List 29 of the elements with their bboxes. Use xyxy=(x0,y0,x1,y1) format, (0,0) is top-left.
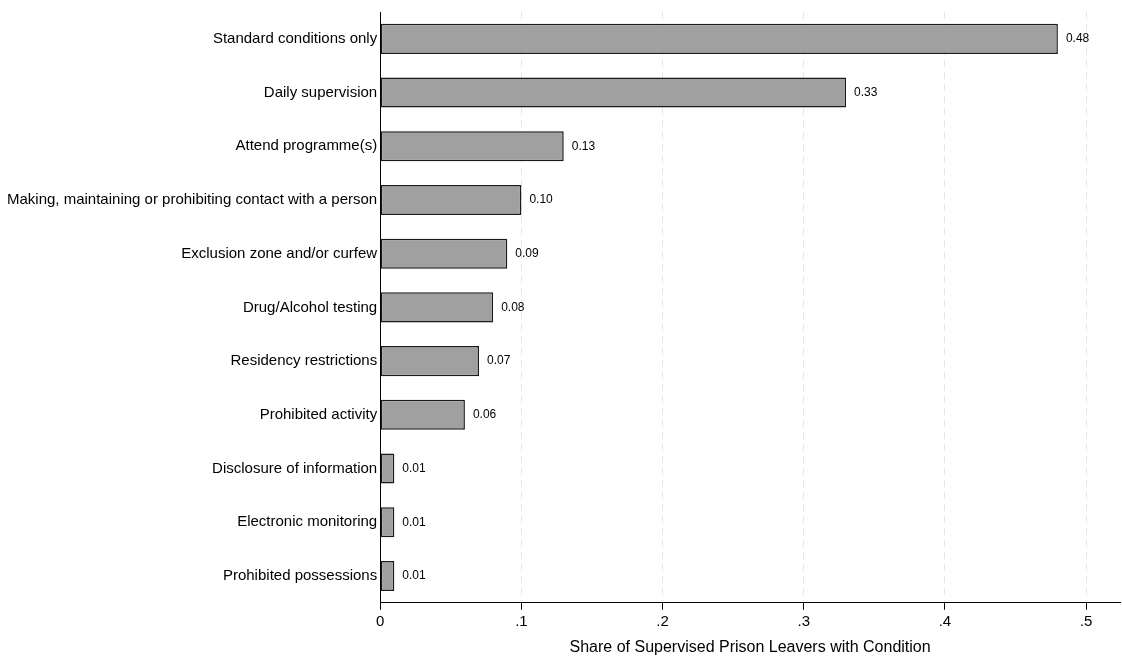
data-label: 0.09 xyxy=(515,246,539,260)
data-label: 0.01 xyxy=(402,514,426,529)
x-tick-label: .5 xyxy=(1079,611,1093,629)
data-label: 0.06 xyxy=(472,407,497,422)
data-label: 0.08 xyxy=(501,299,525,314)
x-tick-label: .3 xyxy=(797,611,811,629)
x-axis-title: Share of Supervised Prison Leavers with Condition xyxy=(569,637,931,655)
y-tick-label: Making, maintaining or prohibiting contact with a person xyxy=(7,190,378,208)
data-label: 0.33 xyxy=(854,84,878,99)
y-tick-label: Exclusion zone and/or curfew xyxy=(181,243,378,261)
y-tick-label: Drug/Alcohol testing xyxy=(242,297,378,315)
x-tick-label: 0 xyxy=(376,611,385,629)
data-label: 0.10 xyxy=(529,192,554,207)
y-tick-label: Daily supervision xyxy=(263,82,378,100)
data-label: 0.48 xyxy=(1065,31,1090,46)
data-label: 0.01 xyxy=(402,460,426,475)
y-tick-label: Electronic monitoring xyxy=(237,512,378,530)
x-tick-label: .1 xyxy=(515,611,528,629)
y-tick-label: Prohibited possessions xyxy=(222,566,378,584)
data-label: 0.13 xyxy=(571,138,596,153)
y-tick-label: Prohibited activity xyxy=(259,404,378,422)
y-tick-label: Standard conditions only xyxy=(212,29,378,46)
data-label: 0.07 xyxy=(487,353,511,368)
x-tick-label: .4 xyxy=(938,611,952,629)
y-tick-label: Residency restrictions xyxy=(230,351,378,369)
data-label: 0.01 xyxy=(402,568,426,583)
y-tick-label: Attend programme(s) xyxy=(235,136,378,154)
x-tick-label: .2 xyxy=(656,611,669,629)
y-tick-label: Disclosure of information xyxy=(212,458,378,476)
